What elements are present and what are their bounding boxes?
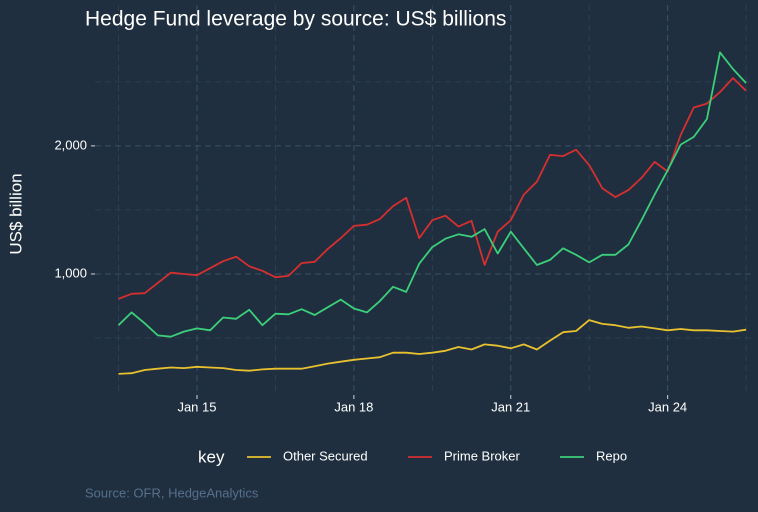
legend-label: Prime Broker [444,448,521,463]
series-line [117,51,747,338]
source-note: Source: OFR, HedgeAnalytics [85,485,259,500]
y-tick-label: 1,000 [54,265,87,280]
x-tick-label: Jan 15 [177,399,216,414]
chart-title: Hedge Fund leverage by source: US$ billi… [85,8,506,31]
legend-label: Repo [596,448,627,463]
x-tick-label: Jan 18 [334,399,373,414]
legend-title: key [198,447,225,466]
y-tick-label: 2,000 [54,137,87,152]
y-axis-label: US$ billion [6,173,25,254]
x-tick-label: Jan 21 [491,399,530,414]
x-tick-label: Jan 24 [648,399,687,414]
series-line [118,77,747,300]
legend-label: Other Secured [283,448,368,463]
series-line [118,319,747,375]
